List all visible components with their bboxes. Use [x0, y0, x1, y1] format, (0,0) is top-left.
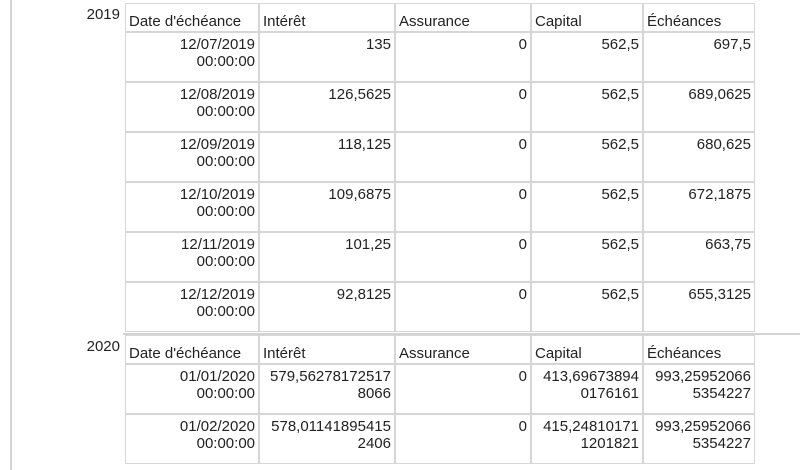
insurance-cell: 0: [395, 82, 531, 132]
payment-cell: 655,3125: [643, 282, 755, 332]
due-date-cell: 01/01/2020 00:00:00: [125, 364, 259, 414]
interest-cell: 118,125: [259, 132, 395, 182]
header-interest: Intérêt: [259, 3, 395, 32]
insurance-cell: 0: [395, 414, 531, 464]
year-group-divider: [10, 333, 800, 335]
header-payment: Échéances: [643, 3, 755, 32]
header-interest: Intérêt: [259, 335, 395, 364]
interest-cell: 101,25: [259, 232, 395, 282]
payment-cell: 672,1875: [643, 182, 755, 232]
interest-cell: 109,6875: [259, 182, 395, 232]
header-due-date: Date d'échéance: [125, 335, 259, 364]
payment-cell: 689,0625: [643, 82, 755, 132]
due-date-cell: 12/09/2019 00:00:00: [125, 132, 259, 182]
interest-cell: 135: [259, 32, 395, 82]
due-date-cell: 12/11/2019 00:00:00: [125, 232, 259, 282]
year-label: 2020: [12, 329, 123, 358]
payment-cell: 697,5: [643, 32, 755, 82]
interest-cell: 579,56278172517 8066: [259, 364, 395, 414]
capital-cell: 413,69673894 0176161: [531, 364, 643, 414]
insurance-cell: 0: [395, 282, 531, 332]
capital-cell: 562,5: [531, 282, 643, 332]
due-date-cell: 12/10/2019 00:00:00: [125, 182, 259, 232]
year-label: 2019: [12, 0, 123, 26]
payment-cell: 993,25952066 5354227: [643, 364, 755, 414]
due-date-cell: 01/02/2020 00:00:00: [125, 414, 259, 464]
interest-cell: 578,01141895415 2406: [259, 414, 395, 464]
header-insurance: Assurance: [395, 335, 531, 364]
interest-cell: 92,8125: [259, 282, 395, 332]
header-insurance: Assurance: [395, 3, 531, 32]
schedule-container: [10, 0, 800, 470]
insurance-cell: 0: [395, 232, 531, 282]
interest-cell: 126,5625: [259, 82, 395, 132]
due-date-cell: 12/07/2019 00:00:00: [125, 32, 259, 82]
insurance-cell: 0: [395, 132, 531, 182]
capital-cell: 562,5: [531, 232, 643, 282]
header-capital: Capital: [531, 335, 643, 364]
insurance-cell: 0: [395, 182, 531, 232]
insurance-cell: 0: [395, 364, 531, 414]
capital-cell: 562,5: [531, 132, 643, 182]
payment-cell: 663,75: [643, 232, 755, 282]
header-due-date: Date d'échéance: [125, 3, 259, 32]
header-capital: Capital: [531, 3, 643, 32]
capital-cell: 562,5: [531, 182, 643, 232]
payment-cell: 680,625: [643, 132, 755, 182]
insurance-cell: 0: [395, 32, 531, 82]
capital-cell: 415,24810171 1201821: [531, 414, 643, 464]
due-date-cell: 12/12/2019 00:00:00: [125, 282, 259, 332]
header-payment: Échéances: [643, 335, 755, 364]
capital-cell: 562,5: [531, 82, 643, 132]
capital-cell: 562,5: [531, 32, 643, 82]
due-date-cell: 12/08/2019 00:00:00: [125, 82, 259, 132]
payment-cell: 993,25952066 5354227: [643, 414, 755, 464]
